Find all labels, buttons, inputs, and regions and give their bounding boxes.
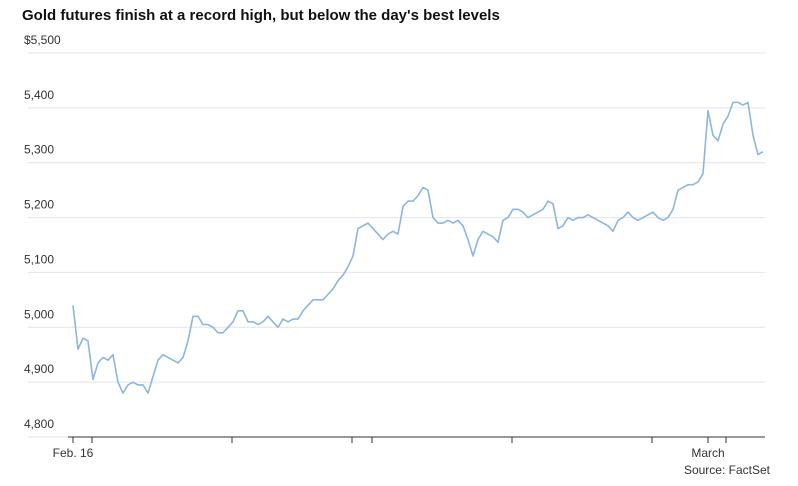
- source: Source: FactSet: [684, 463, 771, 477]
- y-tick-label: 5,300: [24, 143, 54, 157]
- y-tick-label: 4,900: [24, 362, 54, 376]
- y-tick-label: 5,200: [24, 198, 54, 212]
- y-tick-label: 5,400: [24, 88, 54, 102]
- y-tick-label: 4,800: [24, 417, 54, 431]
- y-tick-label: 5,000: [24, 307, 54, 321]
- y-tick-label: 5,100: [24, 252, 54, 266]
- chart-title: Gold futures finish at a record high, bu…: [22, 7, 500, 24]
- y-tick-label: $5,500: [24, 33, 61, 47]
- x-tick-label: March: [691, 446, 724, 460]
- x-axis-decor: [91, 437, 727, 443]
- x-tick-label: Feb. 16: [53, 446, 94, 460]
- price-line: [72, 101, 764, 394]
